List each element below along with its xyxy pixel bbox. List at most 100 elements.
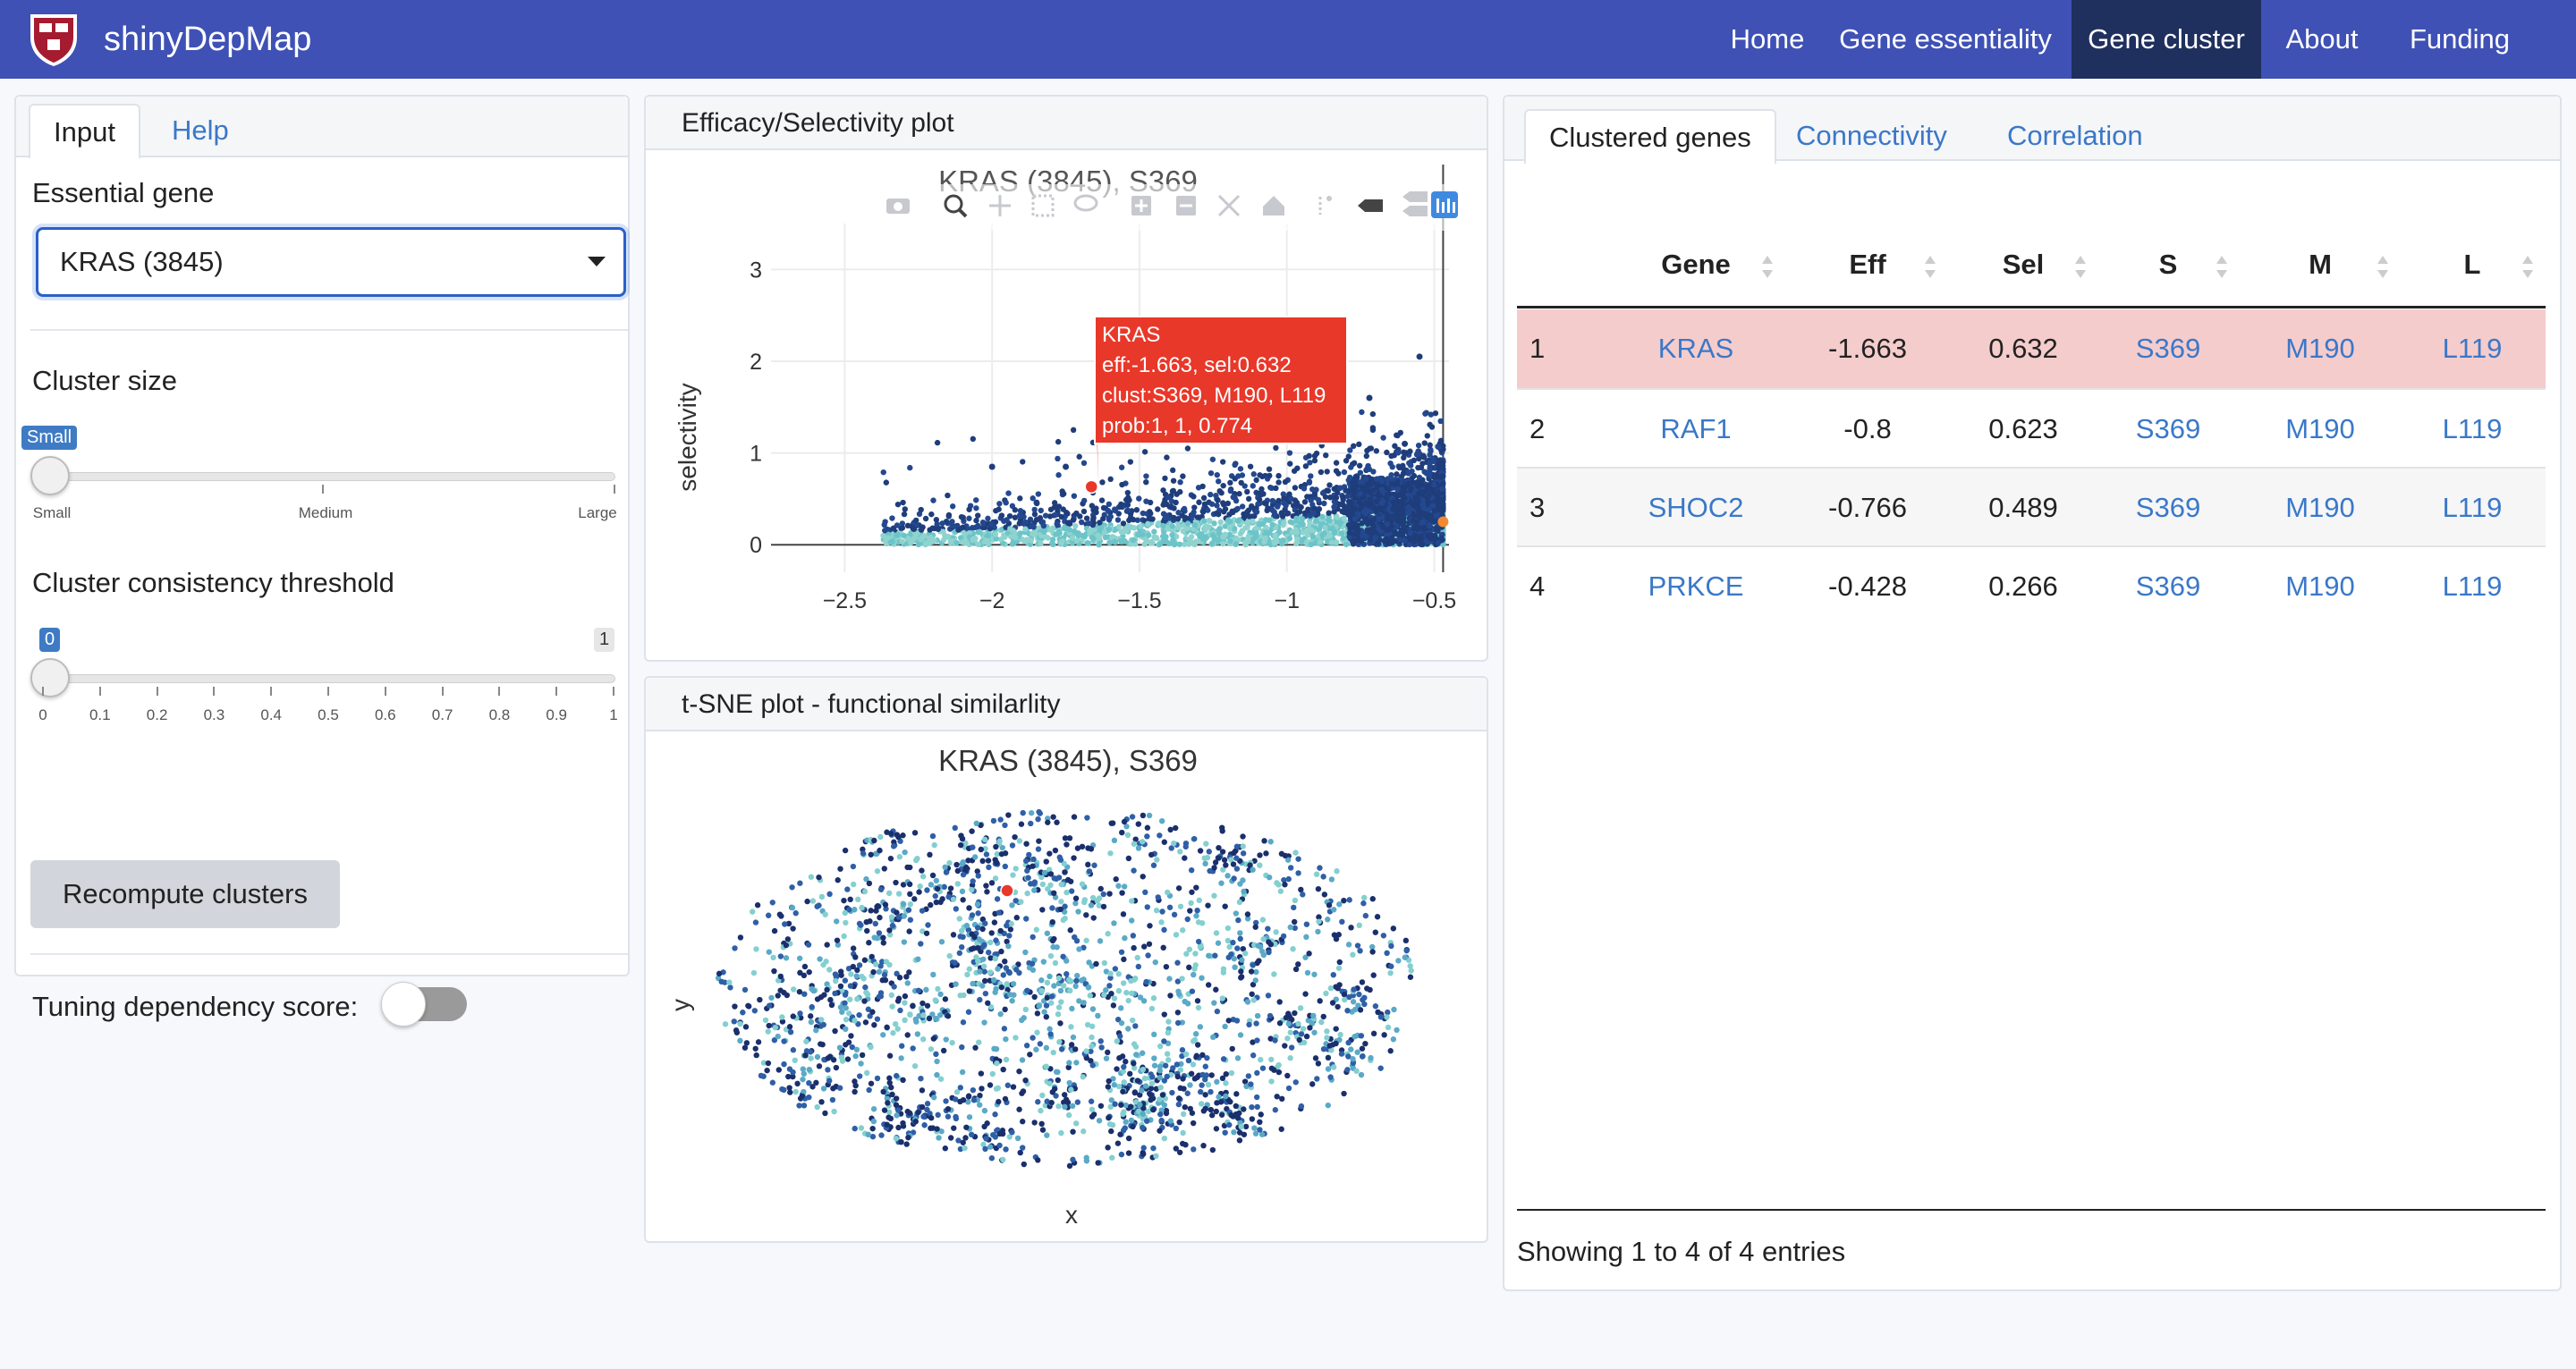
scatter-point [1373,498,1380,505]
tsne-point [959,943,965,951]
scatter-point [1406,541,1413,548]
tsne-point [806,1066,812,1073]
scatter-point [1011,540,1018,546]
essential-gene-select[interactable]: KRAS (3845) [36,227,626,297]
scatter-point [1431,508,1437,514]
zoom-out-icon[interactable] [1176,196,1196,215]
recompute-clusters-button[interactable]: Recompute clusters [30,860,340,928]
nav-gene-essentiality[interactable]: Gene essentiality [1839,23,2052,55]
nav-home[interactable]: Home [1730,23,1805,55]
tsne-point [722,1021,729,1027]
tsne-point [1213,1126,1220,1132]
tab-input[interactable]: Input [29,104,140,159]
tsne-point [790,1047,797,1053]
nav-funding[interactable]: Funding [2409,23,2511,55]
scatter-point [1372,535,1378,541]
scatter-point [1202,523,1208,530]
scatter-point [1089,517,1097,523]
tsne-point [1043,1013,1050,1020]
tsne-point [981,977,988,984]
scatter-point [1106,526,1112,533]
scatter-point [939,520,945,527]
scatter-point [1392,443,1398,449]
tsne-point [1127,1070,1133,1077]
home-icon[interactable] [1263,196,1284,215]
camera-icon[interactable] [886,199,910,214]
autoscale-icon[interactable] [1217,194,1241,217]
highlight-point-kras[interactable] [1084,479,1098,494]
tsne-point [790,986,797,993]
scatter-point [900,499,906,506]
cluster-size-slider-handle[interactable] [30,456,70,495]
tsne-point [1157,1068,1164,1074]
tsne-point [974,868,980,875]
tsne-point [976,1039,982,1045]
slider-tick [498,687,501,696]
toggle-knob[interactable] [381,982,426,1027]
scatter-point [1309,527,1315,534]
tsne-point [1076,998,1082,1004]
tsne-point [1277,888,1284,894]
cluster-size-slider-track[interactable] [36,472,615,481]
zoom-in-icon[interactable] [1131,196,1151,215]
box-select-icon[interactable] [1031,194,1055,217]
scatter-point [911,535,919,541]
scatter-point [1263,501,1269,507]
scatter-point [1070,517,1077,523]
pan-icon[interactable] [989,195,1011,216]
tsne-point [953,981,959,987]
tuning-dependency-toggle[interactable] [381,982,467,1027]
hover-compare-icon[interactable] [1402,191,1428,216]
scatter-point [1181,541,1188,547]
plotly-logo-icon[interactable] [1431,191,1458,218]
tsne-point [869,1125,876,1132]
scatter-point [1287,519,1294,525]
tsne-point [1084,1021,1091,1028]
lasso-icon[interactable] [1073,194,1098,212]
tsne-point [1002,958,1008,965]
scatter-point [1437,418,1444,425]
tsne-point [787,1089,793,1095]
tab-help[interactable]: Help [172,114,229,146]
consistency-tick-label: 0.4 [260,706,283,723]
scatter-point [1046,527,1054,533]
tsne-point [1390,925,1397,932]
hover-closest-icon[interactable] [1358,199,1383,212]
tsne-point [1044,930,1051,936]
nav-gene-cluster[interactable]: Gene cluster [2072,0,2261,79]
consistency-slider-track[interactable] [36,674,615,683]
tsne-point [1103,968,1110,975]
tsne-point [1110,1076,1116,1082]
tsne-point [1037,1041,1044,1047]
tsne-point [1058,899,1064,905]
tsne-point [1002,822,1008,829]
tsne-point [1237,930,1243,936]
scatter-point [1313,518,1319,524]
tsne-point [966,988,973,994]
zoom-icon[interactable] [944,194,968,218]
tsne-point [858,1125,865,1131]
nav-about[interactable]: About [2285,23,2359,55]
tsne-point [820,1086,827,1092]
tsne-point [985,858,992,864]
tsne-point [1265,925,1271,932]
scatter-point [1105,507,1112,514]
spike-icon[interactable] [1318,196,1332,215]
tsne-point [990,1131,996,1138]
tsne-point [972,1044,979,1051]
tsne-point [1125,997,1131,1004]
scatter-point [993,507,999,514]
consistency-slider-handle[interactable] [30,658,70,697]
scatter-point [1437,457,1444,463]
harvard-shield-logo[interactable] [27,11,80,68]
tsne-point [1317,865,1323,871]
tsne-point [1157,1063,1164,1069]
tsne-point [1128,1117,1135,1124]
brand-title[interactable]: shinyDepMap [104,21,312,58]
tsne-point [962,1135,969,1141]
tsne-point [742,1024,750,1030]
tsne-point [753,946,759,952]
scatter-point [1293,499,1301,506]
